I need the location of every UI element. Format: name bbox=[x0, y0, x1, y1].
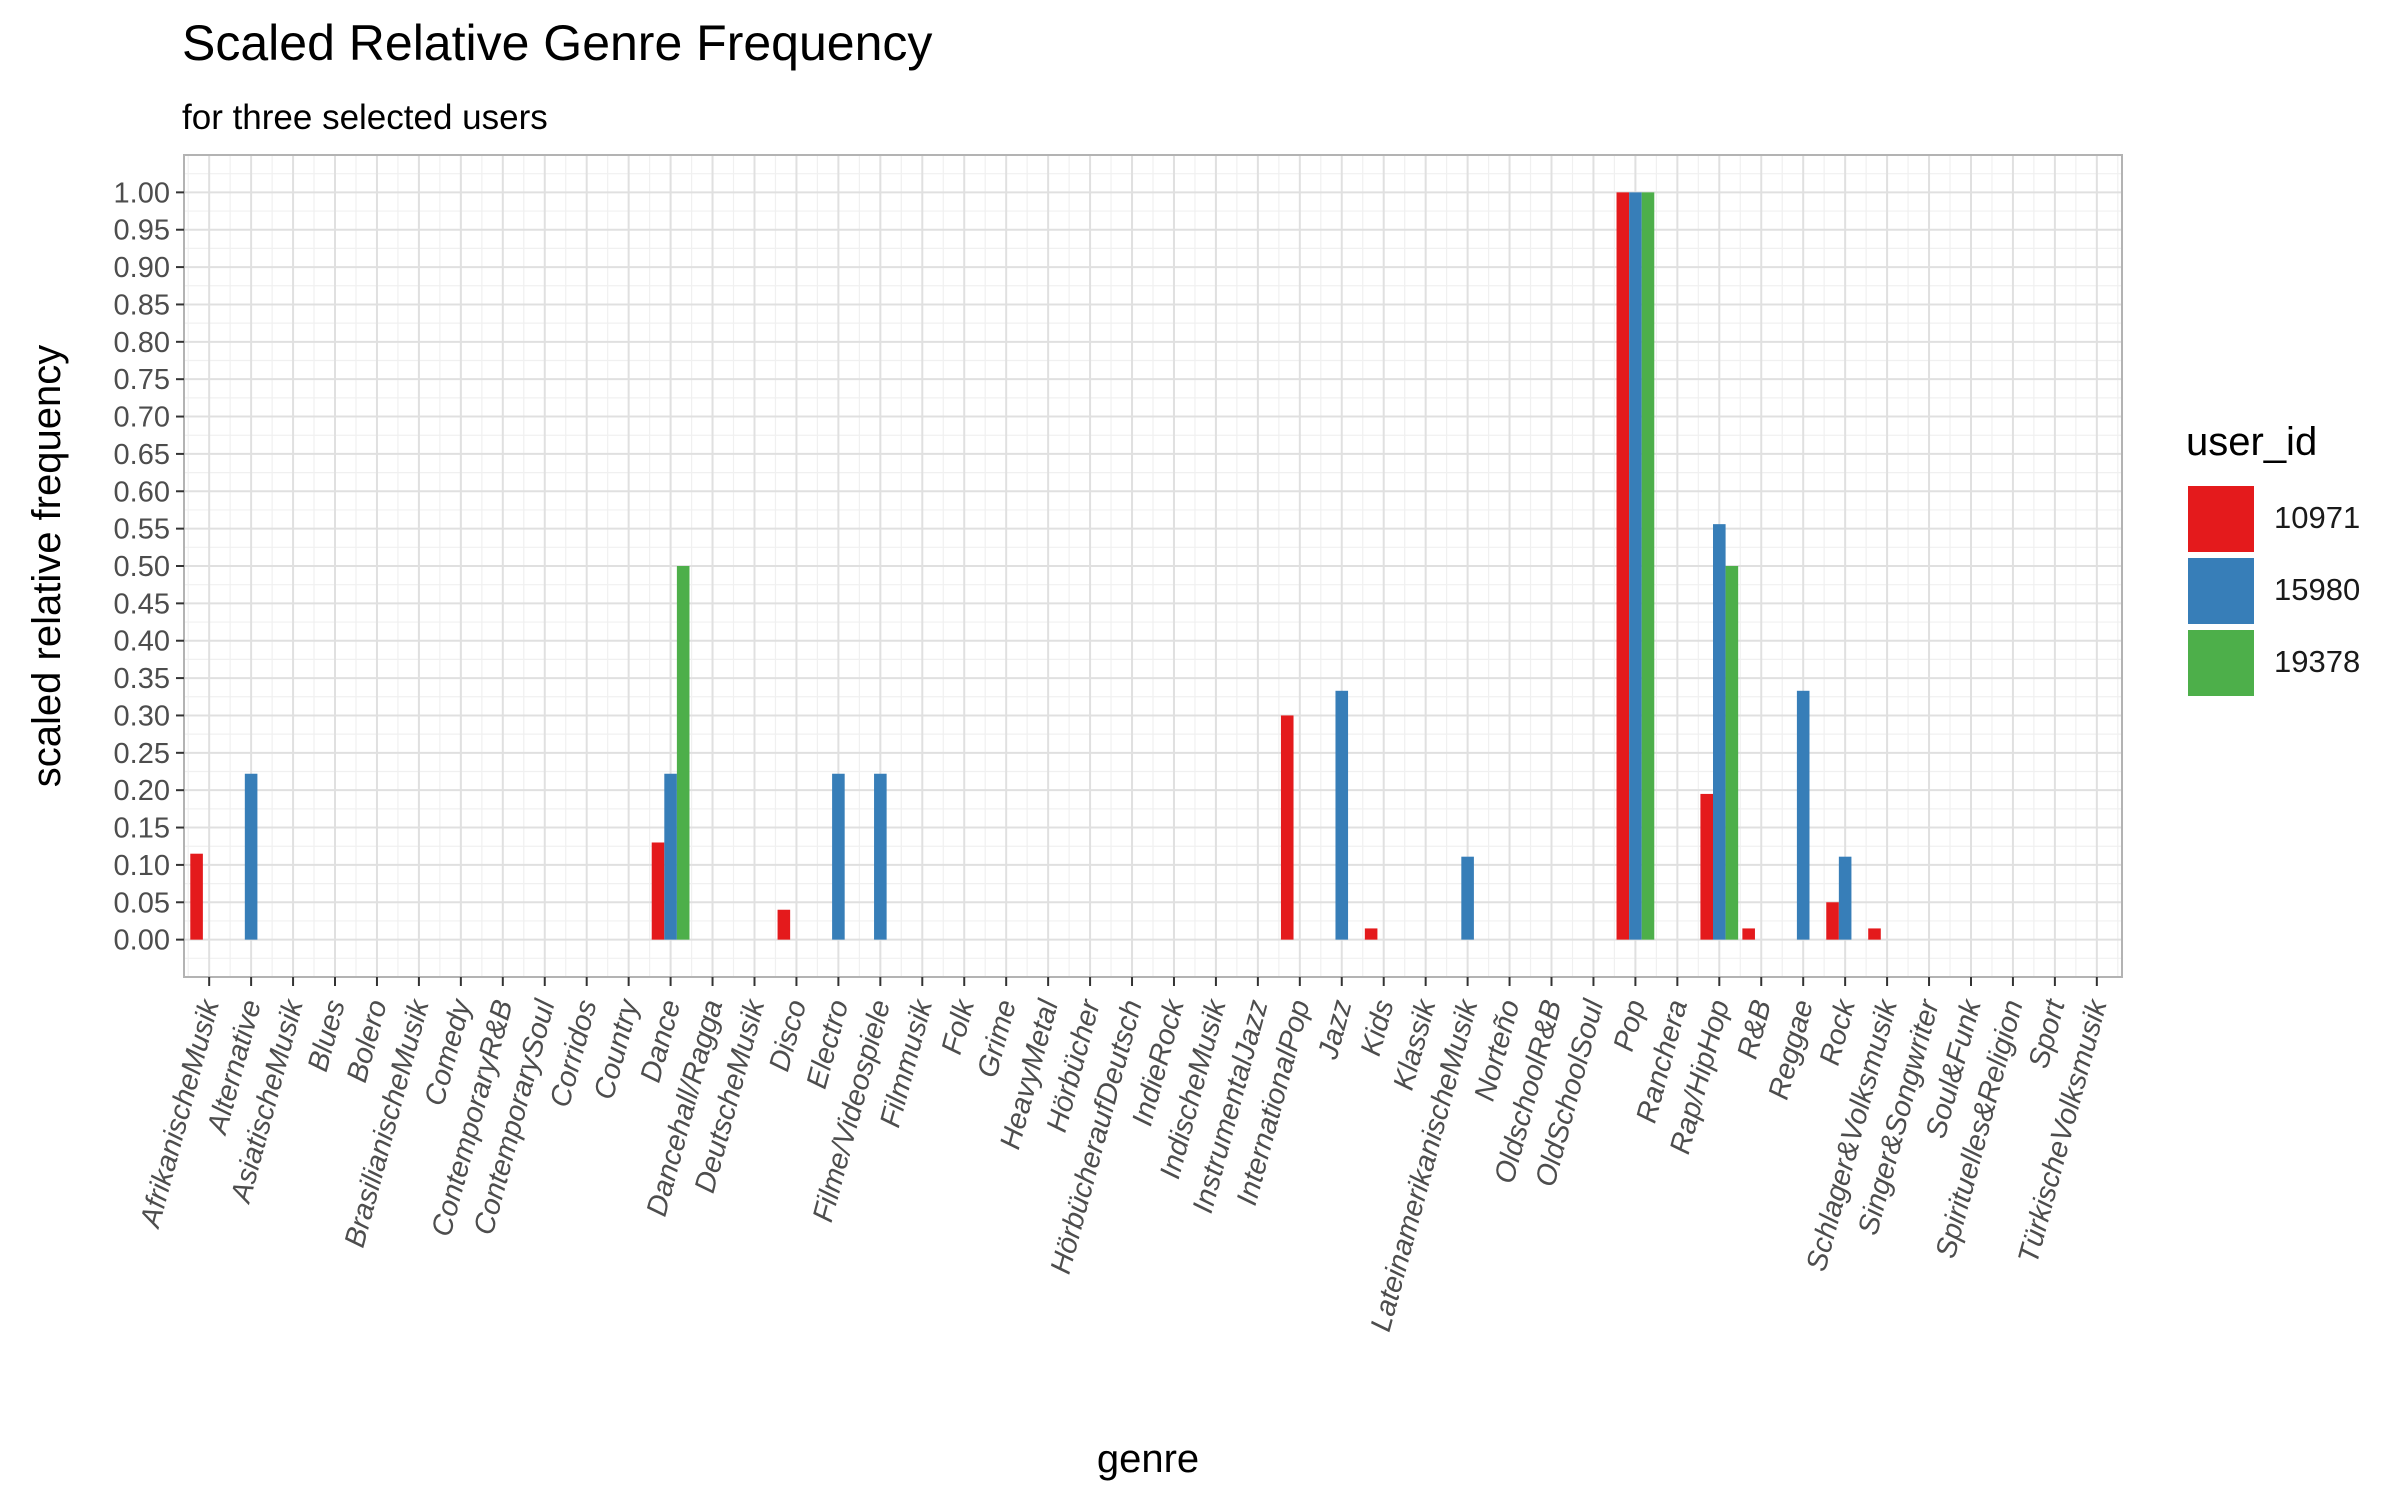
bar bbox=[1725, 566, 1739, 940]
chart-title: Scaled Relative Genre Frequency bbox=[182, 15, 933, 71]
legend-label: 10971 bbox=[2274, 500, 2361, 535]
y-tick-label: 0.10 bbox=[114, 850, 170, 882]
x-tick-label: Folk bbox=[936, 995, 981, 1058]
legend-label: 15980 bbox=[2274, 572, 2361, 607]
x-tick-label: Kids bbox=[1355, 997, 1401, 1060]
y-tick-label: 0.95 bbox=[114, 215, 170, 247]
bar bbox=[832, 773, 845, 940]
bar bbox=[1742, 928, 1755, 940]
y-tick-label: 0.85 bbox=[114, 289, 170, 321]
x-axis: AfrikanischeMusikAlternativeAsiatischeMu… bbox=[134, 977, 2114, 1335]
bar bbox=[244, 773, 258, 940]
bar bbox=[1335, 690, 1349, 940]
legend-swatch bbox=[2188, 486, 2254, 552]
bar bbox=[874, 773, 887, 940]
bar bbox=[777, 909, 791, 940]
y-tick-label: 0.55 bbox=[114, 514, 170, 546]
y-tick-label: 0.15 bbox=[114, 813, 170, 845]
y-tick-label: 0.90 bbox=[114, 252, 170, 284]
y-tick-label: 0.75 bbox=[114, 364, 170, 396]
x-tick-label: Rock bbox=[1814, 995, 1862, 1069]
bars bbox=[190, 192, 1881, 940]
y-tick-label: 0.45 bbox=[114, 588, 170, 620]
y-tick-label: 0.25 bbox=[114, 738, 170, 770]
bar bbox=[190, 853, 203, 940]
y-axis-title: scaled relative frequency bbox=[25, 345, 69, 787]
y-tick-label: 0.80 bbox=[114, 327, 170, 359]
chart-subtitle: for three selected users bbox=[182, 98, 548, 137]
bar bbox=[1364, 928, 1378, 940]
bar bbox=[1461, 856, 1474, 940]
bar bbox=[1700, 793, 1714, 940]
y-tick-label: 0.60 bbox=[114, 476, 170, 508]
bar bbox=[1796, 690, 1810, 940]
y-tick-label: 0.20 bbox=[114, 775, 170, 807]
bar bbox=[651, 842, 665, 940]
grid bbox=[184, 155, 2122, 977]
legend-swatch bbox=[2188, 630, 2254, 696]
bar bbox=[1616, 192, 1630, 940]
x-tick-label: Jazz bbox=[1312, 996, 1359, 1063]
y-tick-label: 0.00 bbox=[114, 925, 170, 957]
y-tick-label: 1.00 bbox=[114, 177, 170, 209]
legend-swatch bbox=[2188, 558, 2254, 624]
legend-title: user_id bbox=[2186, 420, 2318, 464]
legend-label: 19378 bbox=[2274, 644, 2361, 679]
x-tick-label: R&B bbox=[1732, 997, 1778, 1063]
y-tick-label: 0.65 bbox=[114, 439, 170, 471]
bar bbox=[1838, 856, 1852, 940]
y-tick-label: 0.40 bbox=[114, 626, 170, 658]
y-tick-label: 0.30 bbox=[114, 700, 170, 732]
y-tick-label: 0.50 bbox=[114, 551, 170, 583]
bar bbox=[1641, 192, 1655, 940]
x-axis-title: genre bbox=[1097, 1437, 1199, 1481]
y-axis: 0.00 0.05 0.10 0.15 0.20 0.25 0.30 0.35 0.40 0.45… bbox=[114, 177, 184, 957]
x-tick-label: Pop bbox=[1608, 997, 1652, 1055]
bar bbox=[1868, 928, 1881, 940]
bar bbox=[1713, 524, 1726, 940]
bar bbox=[676, 566, 690, 940]
bar bbox=[1826, 902, 1839, 940]
bar bbox=[664, 773, 677, 940]
y-tick-label: 0.70 bbox=[114, 402, 170, 434]
bar bbox=[1280, 715, 1294, 940]
y-tick-label: 0.05 bbox=[114, 887, 170, 919]
y-tick-label: 0.35 bbox=[114, 663, 170, 695]
bar bbox=[1629, 192, 1642, 940]
